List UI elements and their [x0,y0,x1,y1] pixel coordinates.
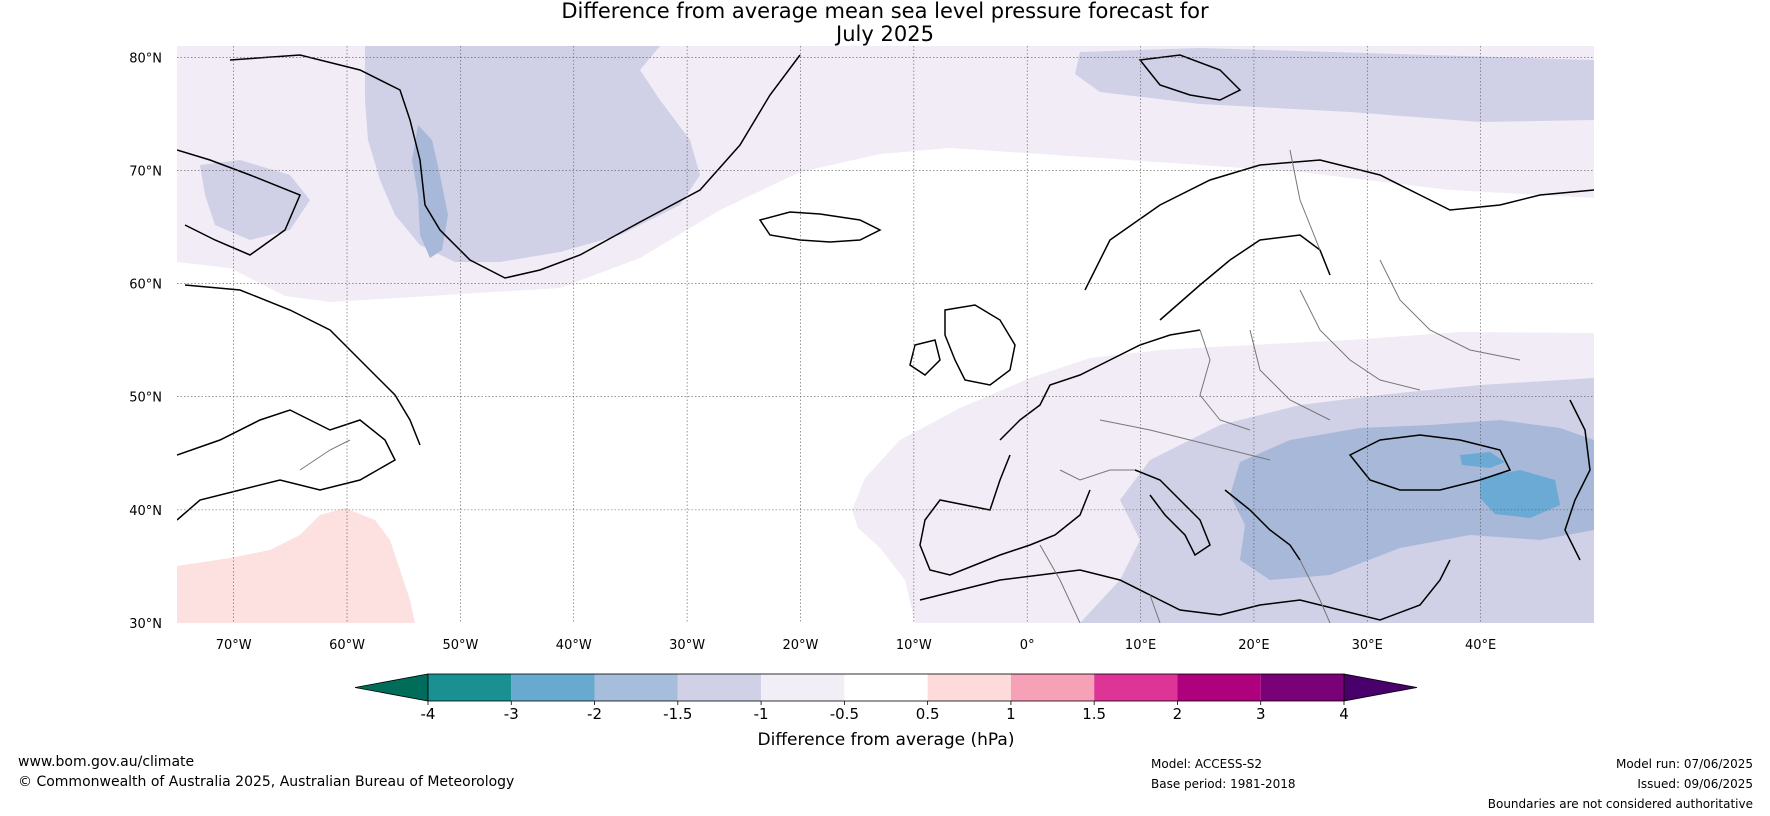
footer-model-run: Model run: 07/06/2025 [1615,757,1753,771]
lon-label: 30°W [669,638,705,653]
coast-labrador [184,284,421,446]
coast-north-africa [919,559,1451,621]
colorbar-tick-label: -0.5 [830,705,859,723]
title-line-2: July 2025 [836,22,934,46]
colorbar-tick-label: -3 [504,705,519,723]
colorbar-tick-label: -2 [587,705,602,723]
lon-label: 40°E [1465,638,1496,653]
coast-black-sea [1348,434,1512,491]
footer-disclaimer: Boundaries are not considered authoritat… [1487,797,1753,811]
colorbar-segment [1010,674,1095,701]
lon-label: 10°E [1125,638,1156,653]
lat-label: 30°N [129,617,162,632]
footer-model: Model: ACCESS-S2 [1151,757,1263,771]
anomaly-region-labrador [200,160,310,240]
colorbar-extend-low [354,673,429,702]
colorbar-extend-high [1343,673,1418,702]
coast-gulf-st-lawrence [177,409,396,521]
colorbar-segment [1260,674,1344,701]
colorbar-outline [427,673,1345,702]
lon-label: 40°W [556,638,592,653]
lon-label: 60°W [329,638,365,653]
colorbar-tick-label: 0.5 [916,705,940,723]
footer-base-period: Base period: 1981-2018 [1151,777,1296,791]
coast-canada-north [177,149,301,256]
colorbar-segment [844,674,928,701]
lat-label: 40°N [129,504,162,519]
colorbar-segment [927,674,1011,701]
anomaly-region-svalbard-band [1075,48,1594,122]
coastlines [177,54,1594,621]
coast-italy-balkans [1134,469,1301,561]
latitude-labels: 80°N 70°N 60°N 50°N 40°N 30°N [129,51,162,632]
colorbar-segment [1094,674,1178,701]
colorbar: -4 -3 -2 -1.5 -1 -0.5 0.5 1 1.5 2 3 4 [354,673,1418,723]
footer-url: www.bom.gov.au/climate [18,754,195,770]
footer-issued: Issued: 09/06/2025 [1637,777,1753,791]
map-title: Difference from average mean sea level p… [0,0,1770,46]
lat-label: 50°N [129,391,162,406]
coast-greenland [229,54,801,279]
colorbar-tick-label: 3 [1256,705,1266,723]
lat-label: 80°N [129,51,162,66]
colorbar-tick-label: -4 [421,705,436,723]
lon-label: 20°E [1238,638,1269,653]
lon-label: 30°E [1352,638,1383,653]
colorbar-label: Difference from average (hPa) [758,730,1015,750]
colorbar-segment [677,674,762,701]
colorbar-tick-label: -1 [754,705,769,723]
colorbar-tick-label: 1.5 [1082,705,1106,723]
colorbar-segment [511,674,595,701]
coast-british-isles [909,304,1016,386]
lon-label: 50°W [442,638,478,653]
title-line-1: Difference from average mean sea level p… [561,0,1209,23]
lon-label: 10°W [896,638,932,653]
lon-label: 0° [1020,638,1035,653]
country-borders [299,149,1521,623]
colorbar-segment [1177,674,1261,701]
colorbar-segment [594,674,678,701]
map-area [177,46,1594,623]
lon-label: 20°W [783,638,819,653]
anomaly-region-positive-atlantic [177,508,415,623]
footer-copyright: © Commonwealth of Australia 2025, Austra… [18,774,515,790]
anomaly-region-greenland [365,46,700,262]
coast-svalbard [1138,54,1242,101]
coast-caspian [1564,399,1591,561]
coast-iceland [758,211,882,243]
anomaly-region-black-sea [1230,420,1594,580]
colorbar-tick-label: -1.5 [663,705,692,723]
colorbar-segment [428,674,512,701]
colorbar-segment [761,674,845,701]
colorbar-tick-label: 2 [1173,705,1183,723]
anomaly-region-black-sea-core [1460,452,1505,468]
lon-label: 70°W [216,638,252,653]
lat-label: 60°N [129,278,162,293]
colorbar-tick-label: 4 [1339,705,1349,723]
anomaly-region-greenland-west [412,125,448,258]
lat-label: 70°N [129,164,162,179]
longitude-labels: 70°W 60°W 50°W 40°W 30°W 20°W 10°W 0° 10°E 20°E 30… [216,638,1497,653]
anomaly-region-caucasus [1480,470,1560,518]
coast-europe-west [919,329,1201,576]
graticule [177,46,1594,623]
colorbar-tick-label: 1 [1006,705,1016,723]
